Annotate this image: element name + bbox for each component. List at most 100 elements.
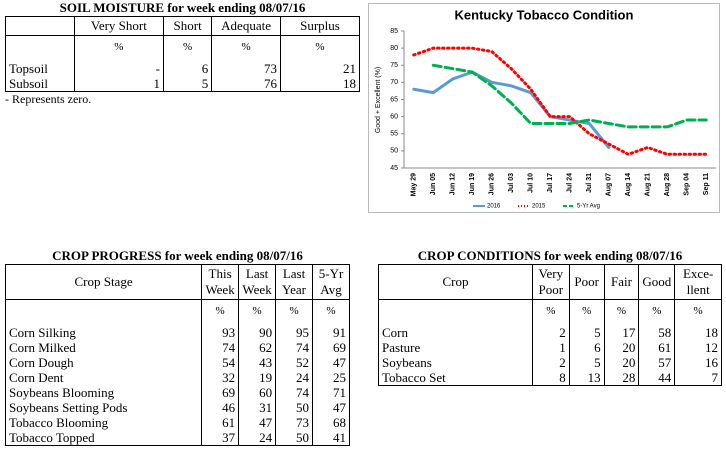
row: Topsoil -6 73 21	[5, 61, 361, 76]
cell: 17	[603, 325, 640, 340]
row-label: Soybeans	[378, 355, 533, 370]
cell: 76	[211, 76, 281, 92]
y-axis-label: Good + Excellent (%)	[375, 67, 382, 133]
row-label: Pasture	[378, 340, 533, 355]
cell: 74	[201, 340, 240, 355]
cell: 61	[638, 340, 676, 355]
x-tick-label: Jul 24	[567, 173, 574, 193]
cell: 6	[162, 61, 213, 76]
y-tick-label: 75	[390, 62, 398, 69]
row-label: Corn Dent	[4, 370, 203, 385]
unit: %	[531, 299, 570, 325]
legend-label: 2016	[487, 204, 501, 210]
column-header: Poor	[568, 264, 605, 300]
table-title: CROP PROGRESS for week ending 08/07/16	[52, 248, 303, 263]
cell: 8	[531, 370, 570, 386]
cell: 13	[568, 370, 605, 386]
column-header: Fair	[603, 264, 640, 300]
cell: 6	[568, 340, 605, 355]
cell: 41	[312, 430, 350, 446]
unit: %	[275, 299, 314, 325]
column-header: Adequate	[211, 16, 281, 36]
header-row: Very Short Short Adequate Surplus	[5, 16, 361, 36]
cell	[378, 299, 533, 325]
unit: %	[312, 299, 350, 325]
y-tick-label: 65	[390, 96, 398, 103]
cell: 74	[275, 340, 314, 355]
header-row: Crop Very Poor Poor Fair Good Exce-llent	[378, 264, 722, 300]
row: Corn Silking 93 90 95 91	[4, 325, 350, 340]
column-header: Surplus	[279, 16, 361, 36]
column-header: Very Short	[73, 16, 165, 36]
row-label: Subsoil	[5, 76, 75, 92]
x-tick-label: Jun 19	[469, 173, 476, 195]
chart-title: Kentucky Tobacco Condition	[455, 7, 634, 22]
stub-header: Crop	[378, 264, 533, 300]
unit: %	[603, 299, 640, 325]
y-tick-label: 80	[390, 45, 398, 52]
units: %%%%	[5, 35, 361, 61]
cell: 68	[312, 415, 350, 430]
row: Corn Dent 32 19 24 25	[4, 370, 350, 385]
cell: 52	[275, 355, 314, 370]
row-label: Topsoil	[5, 61, 75, 76]
cell: 20	[603, 340, 640, 355]
cell: 69	[201, 385, 240, 400]
x-tick-label: Jul 03	[508, 173, 515, 193]
crop-conditions: CROP CONDITIONS for week ending 08/07/16…	[378, 248, 722, 386]
cell: 5	[568, 355, 605, 370]
row: Corn Milked 74 62 74 69	[4, 340, 350, 355]
unit: %	[674, 299, 722, 325]
cell: 18	[279, 76, 361, 92]
cell: 2	[531, 325, 570, 340]
x-tick-label: Jun 26	[489, 173, 496, 195]
cell: 47	[312, 400, 350, 415]
x-tick-label: Sep 11	[703, 173, 710, 195]
cell: 12	[674, 340, 722, 355]
x-tick-label: Jul 17	[547, 173, 554, 193]
cell: 50	[275, 430, 314, 446]
row: Corn Dough 54 43 52 47	[4, 355, 350, 370]
cell: 61	[201, 415, 240, 430]
note: - Represents zero.	[5, 92, 92, 106]
cell: 24	[238, 430, 277, 446]
cell: 31	[238, 400, 277, 415]
y-tick-label: 55	[390, 131, 398, 138]
row-label: Tobacco Set	[378, 370, 533, 386]
y-tick-label: 85	[390, 28, 398, 35]
header-row: Crop Stage This Week Last Week Last Year 5-Y…	[4, 264, 350, 300]
row: Tobacco Set 8 13 28 44 7	[378, 370, 722, 386]
table: Crop Very Poor Poor Fair Good Exce-llent%%%%%…	[378, 264, 722, 386]
y-tick-label: 50	[390, 148, 398, 155]
cell: 18	[674, 325, 722, 340]
column-header: Last Week	[238, 264, 277, 300]
cell: 47	[238, 415, 277, 430]
y-tick-label: 70	[390, 79, 398, 86]
cell: 16	[674, 355, 722, 370]
x-tick-label: May 29	[411, 173, 418, 196]
row: Tobacco Blooming 61 47 73 68	[4, 415, 350, 430]
row-label: Tobacco Topped	[4, 430, 203, 446]
x-tick-label: Jun 12	[450, 173, 457, 195]
line	[412, 46, 708, 156]
column-header: 5-Yr Avg	[312, 264, 350, 300]
units: %%%%	[4, 299, 350, 325]
cell: 54	[201, 355, 240, 370]
cell: 90	[238, 325, 277, 340]
table-title: SOIL MOISTURE for week ending 08/07/16	[59, 0, 306, 15]
unit: %	[568, 299, 605, 325]
cell: 57	[638, 355, 676, 370]
column-header: Good	[638, 264, 676, 300]
x-tick-label: Aug 14	[625, 173, 632, 196]
cell: 74	[275, 385, 314, 400]
line	[431, 63, 708, 129]
cell: 20	[603, 355, 640, 370]
cell	[5, 35, 75, 61]
cell: 21	[279, 61, 361, 76]
table-title: CROP CONDITIONS for week ending 08/07/16	[417, 248, 683, 263]
cell: 32	[201, 370, 240, 385]
row: Tobacco Topped 37 24 50 41	[4, 430, 350, 446]
cell: 46	[201, 400, 240, 415]
unit: %	[279, 35, 361, 61]
